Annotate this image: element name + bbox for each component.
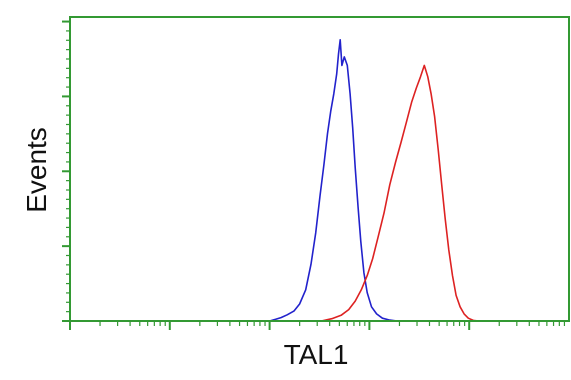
series-layer — [269, 39, 479, 322]
axes-layer — [62, 17, 569, 330]
plot-area — [69, 16, 570, 322]
series-2-line — [321, 64, 479, 322]
series-1-line — [269, 39, 398, 322]
plot-frame — [69, 16, 570, 322]
x-axis-label: TAL1 — [284, 339, 349, 370]
y-axis-label: Events — [21, 127, 52, 213]
